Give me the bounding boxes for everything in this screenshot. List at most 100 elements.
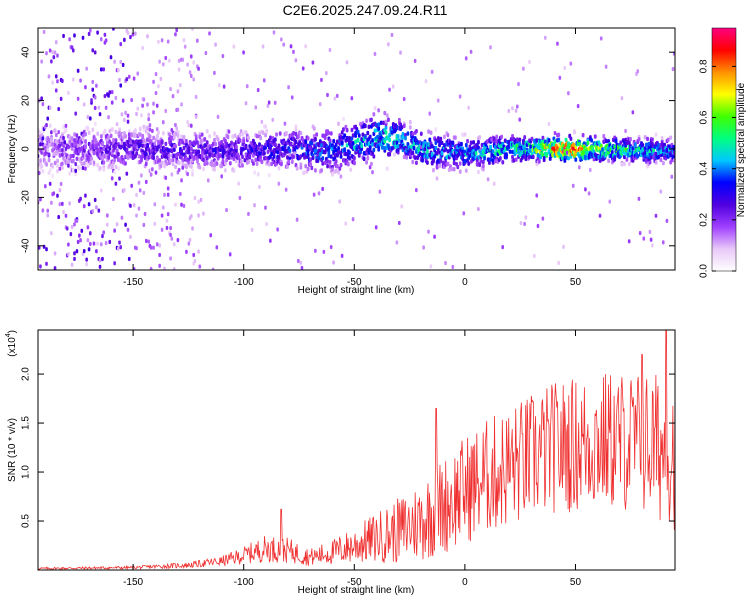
- spectrogram-cell: [108, 90, 112, 95]
- spectrogram-cell: [299, 154, 303, 159]
- spectrogram-cell: [421, 152, 424, 158]
- spectrogram-cell: [430, 69, 434, 74]
- spectrogram-cell: [95, 205, 98, 210]
- spectrogram-cell: [194, 94, 198, 100]
- spectrogram-cell: [344, 151, 348, 157]
- spectrogram-cell: [495, 134, 499, 140]
- spectrogram-cell: [186, 119, 189, 125]
- spectrogram-cell: [424, 79, 428, 84]
- spectrogram-cell: [84, 193, 87, 198]
- spectrogram-cell: [490, 153, 494, 158]
- spectrogram-cell: [75, 249, 79, 254]
- spectrogram-cell: [337, 150, 340, 155]
- spectrogram-cell: [132, 143, 136, 148]
- spectrogram-cell: [320, 77, 323, 83]
- spectrogram-cell: [239, 159, 243, 164]
- spectrogram-cell: [350, 127, 354, 133]
- spectrogram-cell: [46, 116, 50, 121]
- spectrogram-cell: [189, 164, 193, 169]
- spectrogram-cell: [553, 139, 557, 144]
- spectrogram-cell: [85, 262, 88, 267]
- spectrogram-cell: [56, 193, 59, 198]
- spectrogram-cell: [638, 230, 642, 236]
- spectrogram-cell: [254, 157, 258, 162]
- spectrogram-cell: [530, 136, 534, 142]
- spectrogram-cell: [158, 243, 161, 248]
- spectrogram-cell: [345, 135, 349, 141]
- spectrogram-cell: [329, 244, 333, 250]
- spectrogram-cell: [119, 59, 123, 65]
- spectrogram-cell: [188, 70, 192, 75]
- spectrogram-cell: [160, 227, 164, 232]
- spectrogram-cell: [136, 71, 140, 76]
- colorbar: 0.0 0.2 0.4 0.6 0.8 Normalized spectral ampl…: [699, 27, 747, 278]
- spectrogram-cell: [404, 136, 407, 141]
- spectrogram-cell: [214, 141, 218, 147]
- spectrogram-cell: [412, 145, 416, 151]
- spectrogram-cell: [41, 136, 45, 141]
- snr-series-line: [38, 330, 675, 570]
- spectrogram-cell: [477, 206, 480, 212]
- spectrogram-cell: [269, 238, 272, 243]
- spectrogram-cell: [186, 62, 189, 67]
- spectrogram-cell: [328, 164, 332, 169]
- spectrogram-cell: [86, 163, 90, 168]
- spectrogram-cell: [351, 141, 355, 146]
- spectrogram-cell: [169, 158, 173, 163]
- spectrogram-cell: [511, 106, 514, 111]
- spectrogram-cell: [581, 133, 585, 138]
- spectrogram-cell: [439, 136, 443, 142]
- spectrogram-cell: [379, 120, 383, 126]
- spectrogram-cell: [125, 171, 129, 176]
- spectrogram-cell: [221, 53, 225, 59]
- spectrogram-cell: [517, 82, 520, 87]
- spectrogram-y-tick-label: 0: [21, 146, 32, 152]
- spectrogram-cell: [187, 123, 191, 128]
- spectrogram-cell: [576, 104, 580, 109]
- snr-frame: [37, 329, 676, 571]
- spectrogram-cell: [71, 153, 75, 159]
- spectrogram-cell: [620, 96, 624, 101]
- spectrogram-cell: [99, 67, 103, 72]
- spectrogram-cell: [138, 127, 142, 132]
- spectrogram-cell: [372, 147, 376, 153]
- spectrogram-cell: [164, 55, 168, 61]
- spectrogram-cell: [654, 213, 658, 218]
- spectrogram-cell: [143, 211, 147, 217]
- spectrogram-cell: [176, 130, 180, 135]
- colorbar-tick-label: 0.8: [699, 59, 710, 73]
- spectrogram-cell: [114, 95, 118, 101]
- spectrogram-cell: [182, 145, 186, 151]
- spectrogram-cell: [312, 126, 316, 131]
- spectrogram-cell: [137, 206, 141, 211]
- figure-title: C2E6.2025.247.09.24.R11: [283, 2, 448, 18]
- spectrogram-cell: [74, 162, 78, 167]
- spectrogram-cell: [415, 128, 418, 134]
- spectrogram-cell: [75, 218, 79, 223]
- spectrogram-cell: [427, 229, 430, 234]
- spectrogram-cell: [475, 161, 479, 167]
- spectrogram-cell: [365, 118, 368, 123]
- spectrogram-cell: [116, 68, 120, 73]
- spectrogram-cell: [68, 201, 71, 206]
- spectrogram-cell: [434, 140, 438, 145]
- spectrogram-cell: [86, 126, 90, 131]
- spectrogram-cell: [91, 127, 95, 132]
- spectrogram-cell: [214, 148, 218, 154]
- spectrogram-cell: [626, 149, 630, 154]
- spectrogram-cell: [649, 155, 653, 160]
- spectrogram-cell: [349, 167, 353, 172]
- spectrogram-cell: [81, 153, 85, 158]
- spectrogram-cell: [121, 135, 125, 140]
- spectrogram-cell: [243, 157, 247, 163]
- spectrogram-cell: [152, 155, 156, 160]
- spectrogram-cell: [545, 151, 548, 157]
- spectrogram-cell: [498, 156, 502, 161]
- spectrogram-cell: [452, 156, 456, 162]
- spectrogram-cell: [567, 155, 570, 161]
- spectrogram-cell: [401, 135, 405, 140]
- spectrogram-cell: [351, 217, 355, 222]
- spectrogram-cell: [574, 157, 578, 162]
- spectrogram-cell: [325, 71, 328, 76]
- spectrogram-cell: [219, 153, 222, 158]
